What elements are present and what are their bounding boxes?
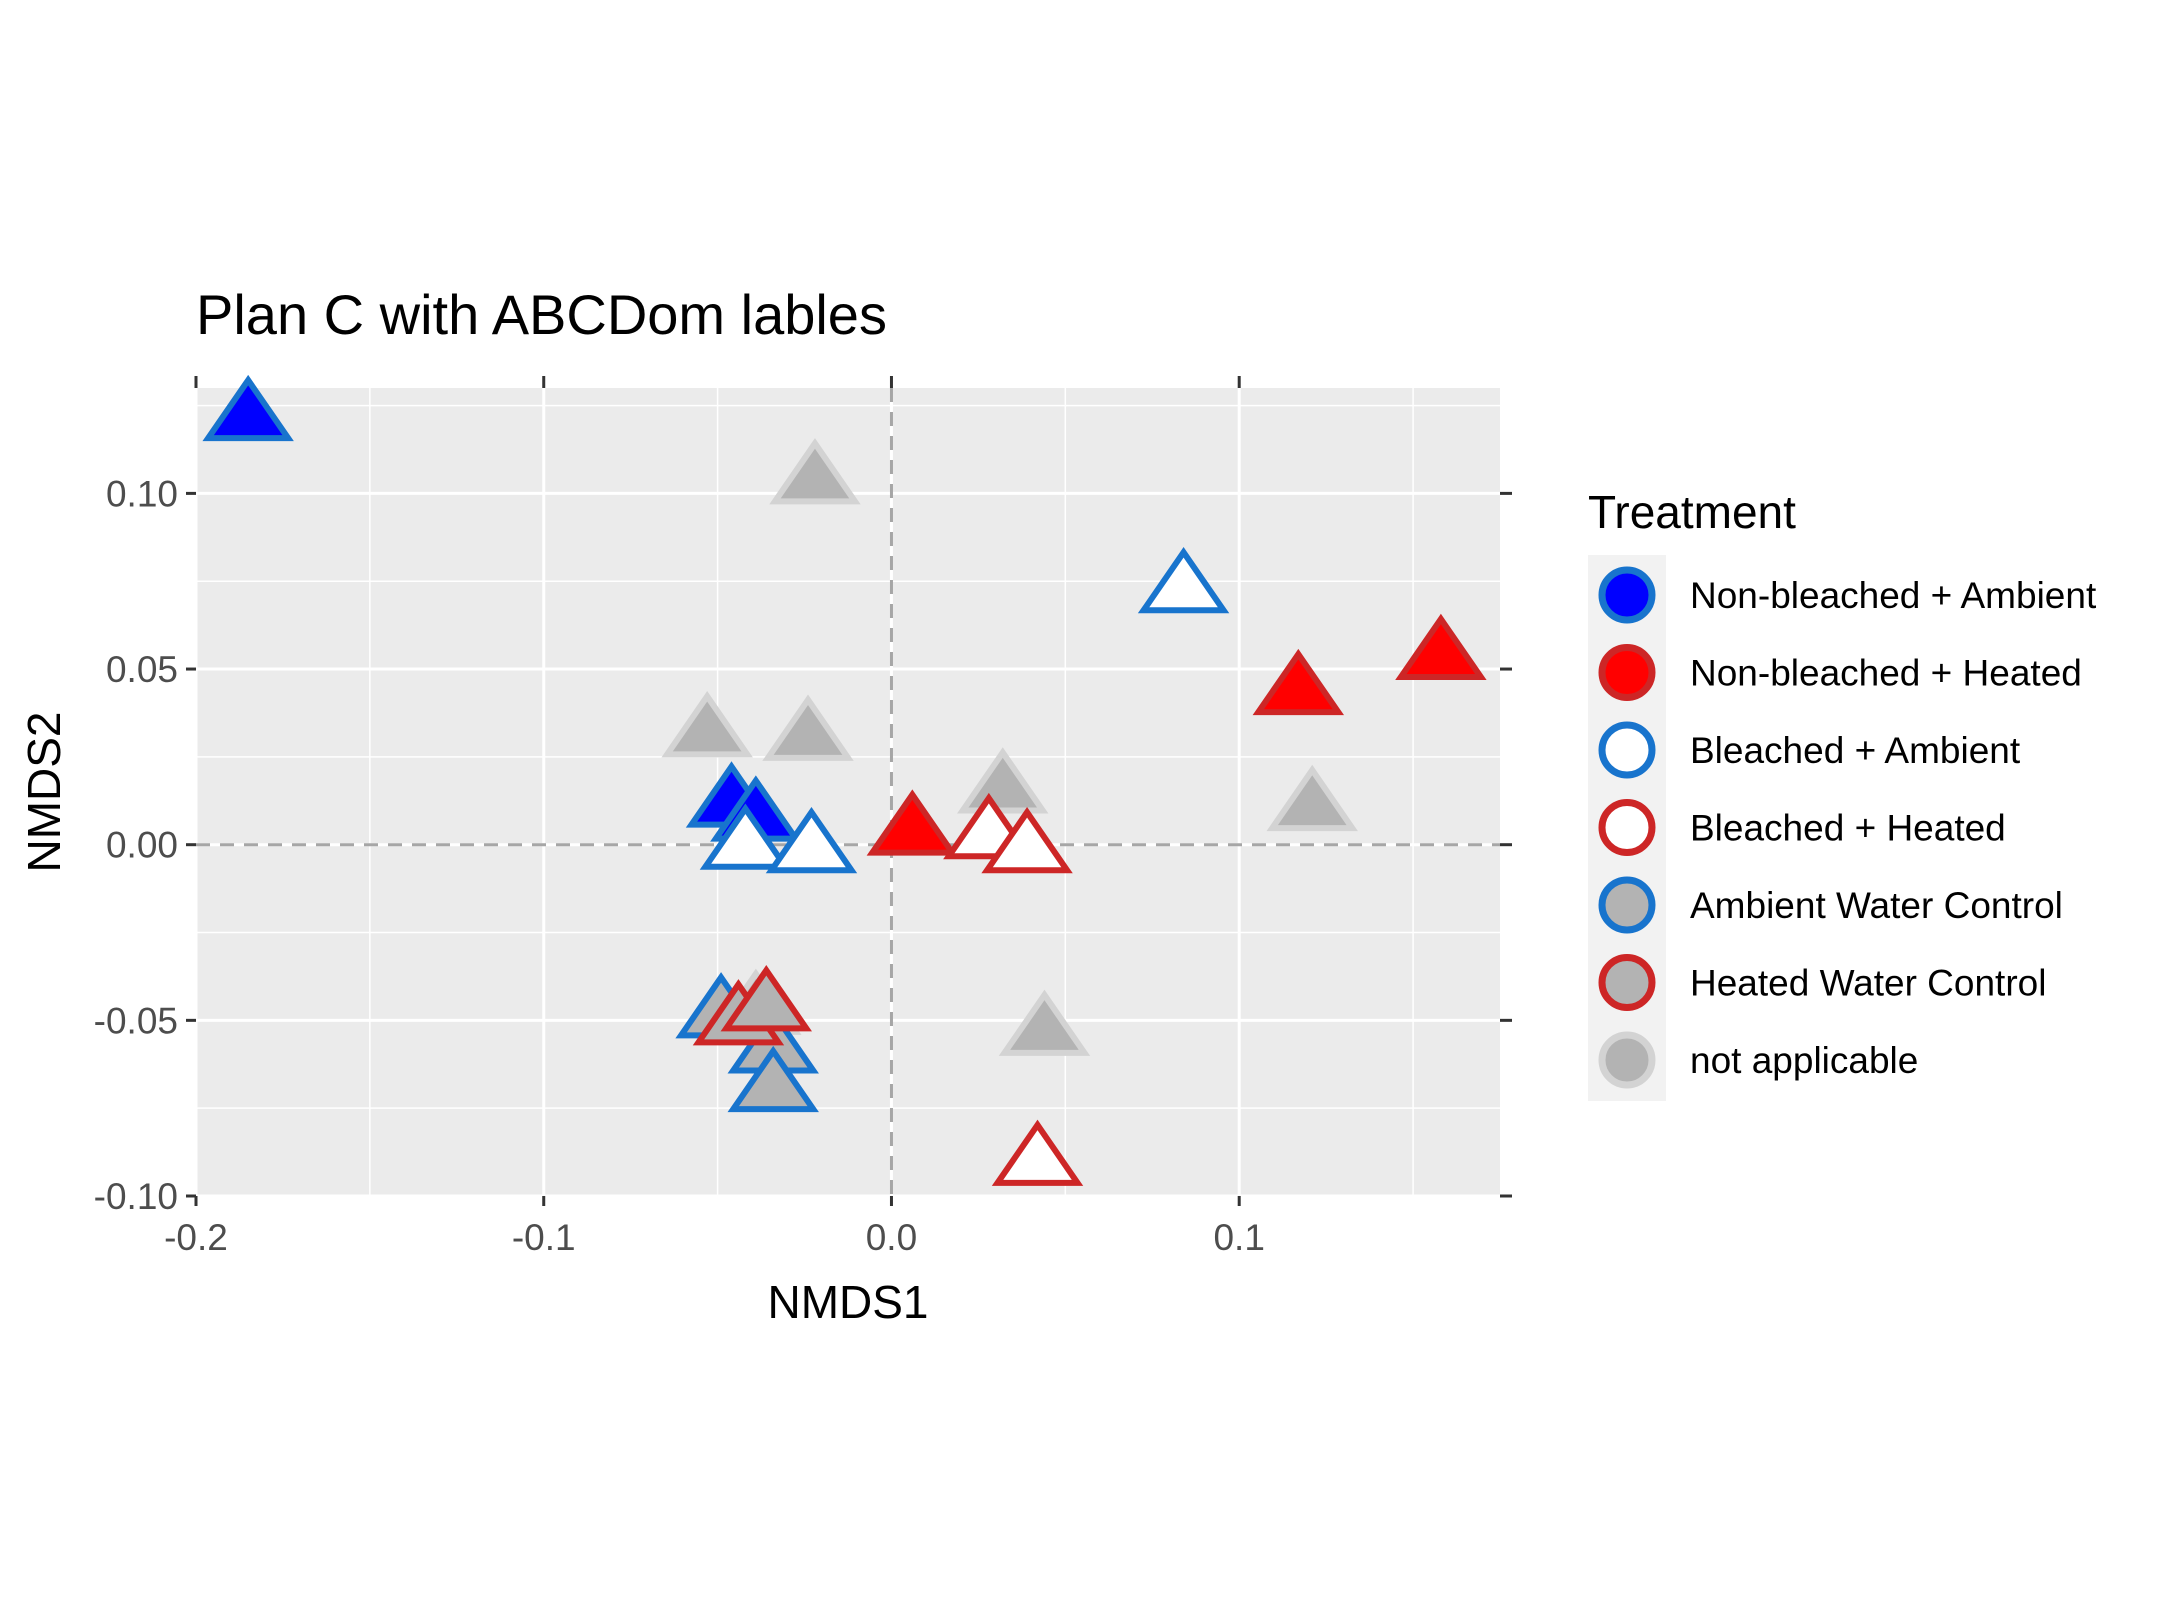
data-point-triangle	[1395, 613, 1487, 681]
legend-entry-label: Heated Water Control	[1690, 963, 2046, 1004]
data-point-triangle	[727, 1045, 819, 1113]
y-axis-label: NMDS2	[18, 711, 70, 872]
x-tick-label: -0.1	[512, 1217, 576, 1258]
data-point-triangle	[981, 806, 1073, 874]
data-point-triangle	[1137, 546, 1230, 614]
legend-entry-label: Ambient Water Control	[1690, 885, 2063, 926]
data-point-triangle	[998, 989, 1091, 1056]
legend-key-circle	[1598, 799, 1656, 856]
plot-panel	[196, 388, 1500, 1196]
y-tick-label: 0.10	[106, 473, 178, 514]
legend-key-circle	[1598, 954, 1656, 1011]
data-point-triangle	[699, 803, 792, 870]
data-point-triangle	[957, 747, 1049, 814]
data-point-triangle	[720, 965, 812, 1032]
legend-key-circle	[1598, 644, 1656, 701]
data-point-triangle	[661, 691, 753, 758]
legend-entry-label: Bleached + Heated	[1690, 808, 2006, 849]
x-tick-label: 0.0	[866, 1217, 917, 1258]
legend-key-circle	[1598, 566, 1656, 624]
data-point-triangle	[762, 694, 854, 761]
legend-entries: Non-bleached + Ambient Non-bleached + Hea…	[1598, 566, 2097, 1089]
y-tick-label: 0.05	[106, 649, 178, 690]
data-point-triangle	[1252, 648, 1345, 716]
data-points	[202, 374, 1487, 1186]
legend-key-circle	[1598, 1031, 1656, 1089]
legend-title: Treatment	[1588, 486, 1796, 538]
legend-entry-label: Non-bleached + Ambient	[1690, 575, 2097, 616]
data-point-triangle	[991, 1119, 1084, 1186]
chart-title: Plan C with ABCDom lables	[196, 283, 887, 346]
reference-lines	[196, 388, 1500, 1196]
y-tick-label: -0.10	[94, 1176, 178, 1217]
legend-entry-label: Bleached + Ambient	[1690, 730, 2021, 771]
y-tick-label: 0.00	[106, 825, 178, 866]
data-point-triangle	[1266, 764, 1358, 832]
data-point-triangle	[866, 789, 959, 856]
x-tick-label: 0.1	[1213, 1217, 1264, 1258]
legend-key-circle	[1598, 721, 1656, 779]
legend: Treatment Non-bleached + AmbientNon-blea…	[1588, 486, 2097, 1101]
x-axis-label: NMDS1	[767, 1276, 928, 1328]
axes: -0.2 -0.1 0.0 0.1 -0.10 -0.05 0.00 0.05 0.10	[94, 376, 1512, 1258]
legend-entry-label: Non-bleached + Heated	[1690, 653, 2082, 694]
x-tick-label: -0.2	[164, 1217, 228, 1258]
legend-key-circle	[1598, 876, 1656, 934]
data-point-triangle	[765, 806, 858, 874]
legend-entry-label: not applicable	[1690, 1040, 1918, 1081]
data-point-triangle	[769, 438, 861, 505]
data-point-triangle	[202, 374, 294, 442]
y-tick-label: -0.05	[94, 1000, 178, 1041]
